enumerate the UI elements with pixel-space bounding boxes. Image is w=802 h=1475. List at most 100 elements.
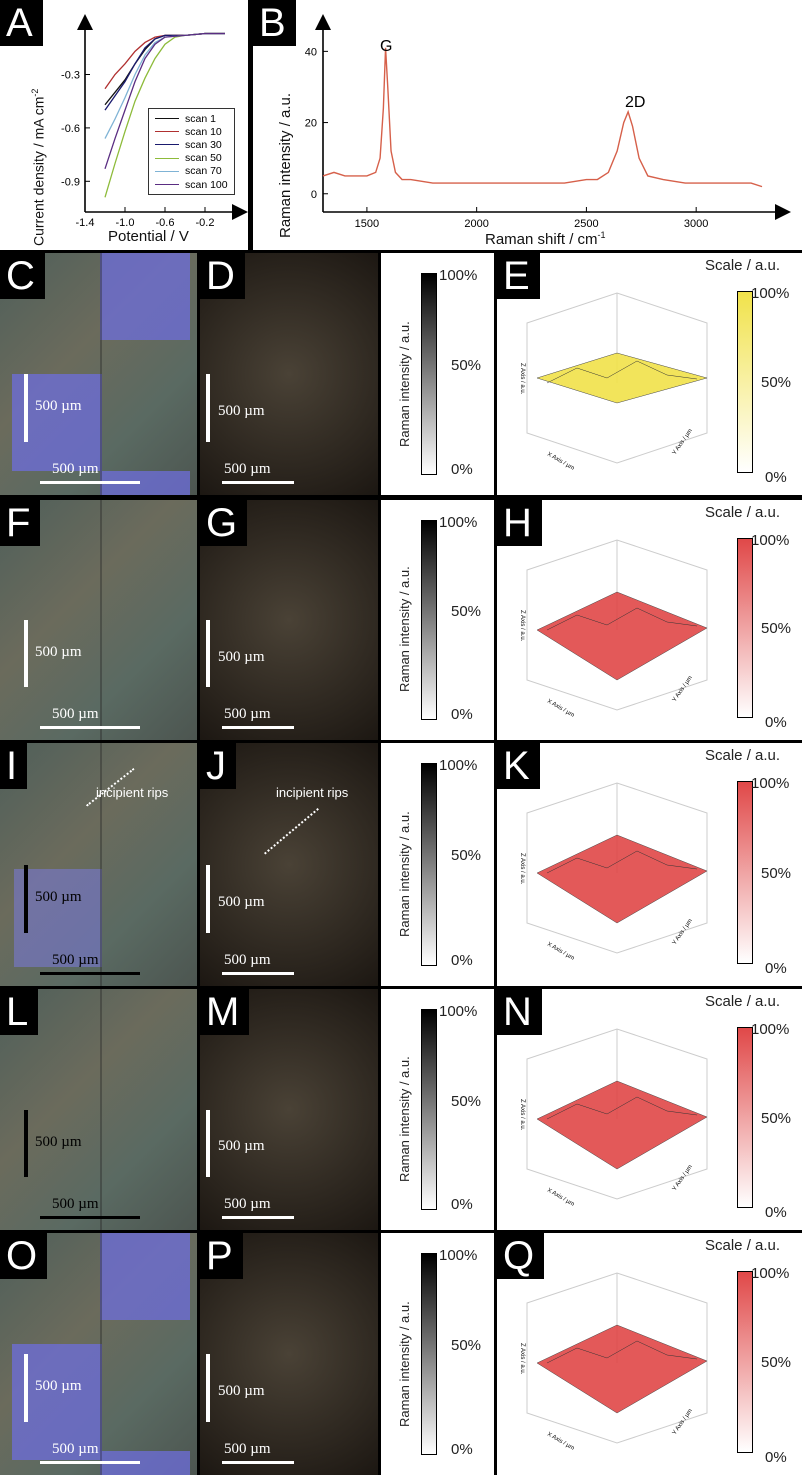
y-axis-label: Current density / mA cm-2	[30, 88, 47, 246]
panel-label: M	[200, 989, 250, 1035]
grid-line	[100, 253, 102, 495]
scale-bar-vertical	[24, 620, 28, 687]
scale-bar-vertical-label: 500 µm	[218, 1138, 265, 1154]
grayscale-colorbar	[421, 1253, 437, 1455]
grid-line	[100, 1233, 102, 1475]
scale-bar-vertical-label: 500 µm	[35, 1378, 82, 1394]
scale-bar-horizontal-label: 500 µm	[224, 952, 271, 968]
surface-plot-panel: N Scale / a.u. Z Axis / a.u. X Axis / µm…	[497, 989, 802, 1230]
scale-bar-vertical	[24, 1354, 28, 1422]
scale-bar-vertical	[24, 865, 28, 933]
legend-swatch	[155, 184, 179, 186]
scale-bar-vertical-label: 500 µm	[218, 403, 265, 419]
panel-label: P	[200, 1233, 243, 1279]
panel-label: L	[0, 989, 39, 1035]
grayscale-colorbar	[421, 763, 437, 966]
scale-colorbar	[737, 538, 753, 718]
legend-entry: scan 70	[155, 165, 228, 178]
scale-bar-horizontal-label: 500 µm	[224, 461, 271, 477]
scale-label-mid: 50%	[761, 865, 792, 882]
surface-ridge	[546, 360, 698, 384]
surface-plot-panel: E Scale / a.u. Z Axis / a.u. X Axis / µm…	[497, 253, 802, 495]
legend-entry: scan 1	[155, 112, 228, 125]
scale-bar-horizontal	[222, 726, 294, 729]
scale-label-mid: 50%	[761, 620, 792, 637]
raman-map-panel: P 500 µm 500 µm	[200, 1233, 378, 1475]
x-tick-label: 1500	[355, 218, 379, 230]
optical-image-panel: O 500 µm 500 µm	[0, 1233, 197, 1475]
scale-bar-vertical-label: 500 µm	[35, 398, 82, 414]
legend-label: scan 1	[185, 112, 216, 125]
scale-label-bottom: 0%	[765, 960, 787, 977]
scale-bar-horizontal	[40, 972, 140, 975]
z-axis-label: Z Axis / a.u.	[519, 610, 525, 642]
grid-line	[100, 743, 102, 986]
intensity-colorbar-panel: Raman intensity / a.u. 100% 50% 0%	[381, 500, 494, 740]
series-line-6	[104, 32, 225, 170]
scale-bar-vertical-label: 500 µm	[218, 649, 265, 665]
x-axis-label: X Axis / µm	[546, 942, 575, 962]
colorbar-label-mid: 50%	[451, 1337, 482, 1354]
x-tick-label: 3000	[684, 218, 708, 230]
scale-bar-vertical	[206, 374, 210, 442]
surface-plot-panel: K Scale / a.u. Z Axis / a.u. X Axis / µm…	[497, 743, 802, 986]
legend-entry: scan 50	[155, 152, 228, 165]
scale-label-top: 100%	[751, 1021, 790, 1038]
spectrum-line	[322, 47, 763, 188]
optical-image-panel: F 500 µm 500 µm	[0, 500, 197, 740]
scale-bar-vertical	[206, 865, 210, 933]
scale-bar-horizontal-label: 500 µm	[52, 952, 99, 968]
panel-label: I	[0, 743, 28, 789]
annotation-incipient-rips: incipient rips	[276, 785, 349, 800]
colorbar-label-top: 100%	[439, 514, 478, 531]
intensity-colorbar-panel: Raman intensity / a.u. 100% 50% 0%	[381, 989, 494, 1230]
colorbar-label-mid: 50%	[451, 603, 482, 620]
legend-swatch	[155, 157, 179, 159]
scale-bar-horizontal	[222, 481, 294, 484]
panel-label: F	[0, 500, 41, 546]
scale-colorbar	[737, 291, 753, 473]
panel-label: G	[200, 500, 248, 546]
panel-label: H	[497, 500, 542, 546]
panel-label: K	[497, 743, 540, 789]
surface-mesh	[536, 834, 708, 924]
scale-bar-vertical-label: 500 µm	[35, 889, 82, 905]
colorbar-title: Raman intensity / a.u.	[397, 566, 412, 692]
scale-bar-horizontal	[40, 481, 140, 484]
grayscale-colorbar	[421, 273, 437, 475]
colorbar-title: Raman intensity / a.u.	[397, 321, 412, 447]
scale-bar-horizontal-label: 500 µm	[52, 461, 99, 477]
optical-image-panel: I incipient rips 500 µm 500 µm	[0, 743, 197, 986]
scale-colorbar	[737, 1271, 753, 1453]
colorbar-label-top: 100%	[439, 1247, 478, 1264]
blue-region	[100, 1233, 190, 1321]
z-axis-label: Z Axis / a.u.	[519, 1099, 525, 1131]
panel-label: O	[0, 1233, 48, 1279]
surface-mesh	[536, 352, 708, 404]
x-axis-label: Potential / V	[108, 228, 189, 245]
surface-plot-panel: H Scale / a.u. Z Axis / a.u. X Axis / µm…	[497, 500, 802, 740]
grayscale-colorbar	[421, 520, 437, 720]
scale-bar-vertical-label: 500 µm	[218, 894, 265, 910]
surface-mesh	[536, 1080, 708, 1170]
grayscale-colorbar	[421, 1009, 437, 1210]
y-tick-label: 0	[311, 189, 317, 201]
peak-label-2d: 2D	[625, 94, 646, 111]
x-axis-label: X Axis / µm	[546, 1188, 575, 1208]
colorbar-label-top: 100%	[439, 757, 478, 774]
raman-map-panel: M 500 µm 500 µm	[200, 989, 378, 1230]
colorbar-label-top: 100%	[439, 1003, 478, 1020]
legend-label: scan 50	[185, 152, 222, 165]
panel-label: Q	[497, 1233, 545, 1279]
y-tick-label: 20	[305, 118, 317, 130]
scale-label-bottom: 0%	[765, 1449, 787, 1466]
raman-spectrum-chart: 1500 2000 2500 3000 40 20 0	[305, 14, 791, 230]
scale-bar-horizontal-label: 500 µm	[52, 706, 99, 722]
z-axis-label: Z Axis / a.u.	[519, 853, 525, 885]
surface-3d-plot: Z Axis / a.u. X Axis / µm Y Axis / µm	[519, 1272, 708, 1452]
panel-a-voltammetry: A -1.4 -1.0 -0.6 -0.2 -0.3 -0.6 -0.9 Current d…	[0, 0, 248, 250]
scale-bar-horizontal	[222, 1216, 294, 1219]
colorbar-label-bottom: 0%	[451, 1196, 473, 1213]
y-tick-label: -0.6	[61, 123, 80, 135]
scale-label-bottom: 0%	[765, 469, 787, 486]
